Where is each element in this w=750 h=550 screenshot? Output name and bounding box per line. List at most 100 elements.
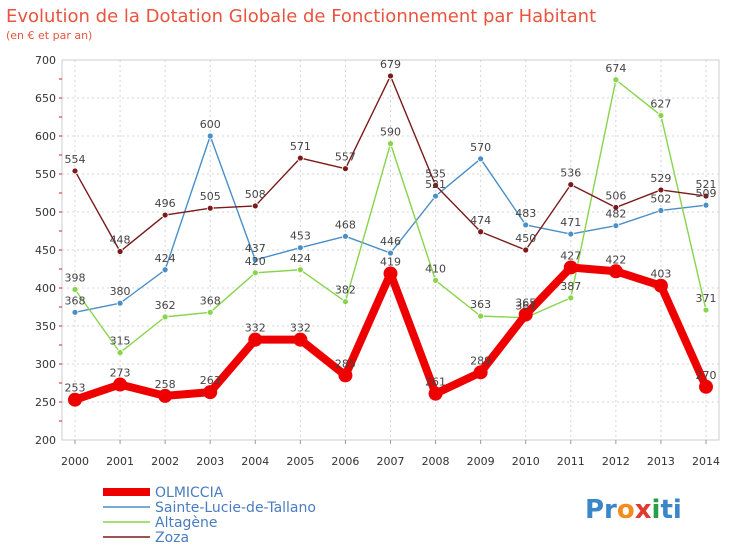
data-point — [699, 379, 713, 394]
x-tick-label: 2008 — [422, 455, 450, 468]
data-label: 448 — [110, 234, 131, 247]
data-label: 380 — [110, 285, 131, 298]
data-label: 263 — [200, 374, 221, 387]
data-point — [338, 368, 353, 383]
data-label: 285 — [335, 357, 356, 370]
data-label: 483 — [515, 207, 536, 220]
data-label: 361 — [515, 300, 536, 313]
data-point — [296, 154, 304, 162]
data-point — [161, 266, 169, 274]
x-tick-label: 2010 — [512, 455, 540, 468]
logo-letter: x — [635, 495, 652, 525]
data-label: 424 — [155, 252, 176, 265]
data-label: 258 — [155, 378, 176, 391]
data-label: 427 — [560, 249, 581, 262]
data-point — [113, 377, 128, 392]
data-label: 403 — [650, 268, 671, 281]
data-label: 365 — [515, 297, 536, 310]
data-point — [116, 248, 124, 255]
data-label: 261 — [425, 376, 446, 389]
x-tick-label: 2006 — [331, 455, 359, 468]
x-tick-label: 2000 — [61, 455, 89, 468]
x-tick-label: 2013 — [647, 455, 675, 468]
data-label: 571 — [290, 140, 311, 153]
data-label: 521 — [425, 178, 446, 191]
data-label: 437 — [245, 242, 266, 255]
y-tick-label: 200 — [35, 434, 56, 447]
data-point — [657, 112, 665, 119]
y-tick-label: 700 — [35, 54, 56, 67]
data-label: 422 — [605, 253, 626, 266]
data-point — [71, 286, 79, 293]
x-tick-label: 2003 — [196, 455, 224, 468]
data-point — [518, 307, 533, 322]
data-label: 509 — [696, 187, 717, 200]
axis-layer: 200 250 300 350 400 450 500 550 600 650 700 2000 200… — [35, 54, 720, 468]
data-point — [158, 388, 173, 403]
y-tick-label: 250 — [35, 396, 56, 409]
data-point — [612, 222, 620, 230]
data-label: 289 — [470, 354, 491, 367]
logo-letter: ti — [660, 495, 681, 525]
data-point — [342, 298, 349, 306]
data-label: 679 — [380, 58, 401, 71]
data-point — [387, 140, 394, 148]
data-label: 362 — [155, 299, 176, 312]
legend-label: Altagène — [155, 515, 218, 531]
label-layer: 253 273 258 263 332 332 285 419 261 289 365 427 422 4… — [65, 58, 717, 395]
data-label: 368 — [200, 294, 221, 307]
data-label: 419 — [380, 256, 401, 269]
data-point — [206, 308, 214, 316]
data-label: 502 — [650, 192, 671, 205]
data-point — [657, 186, 665, 194]
data-point — [432, 192, 439, 200]
data-point — [522, 221, 530, 229]
data-point — [432, 181, 439, 189]
data-point — [432, 276, 439, 284]
data-point — [387, 72, 394, 80]
x-tick-label: 2007 — [377, 455, 405, 468]
y-tick-label: 500 — [35, 206, 56, 219]
data-label: 420 — [245, 255, 266, 268]
data-label: 508 — [245, 188, 266, 201]
data-label: 557 — [335, 151, 356, 164]
data-label: 590 — [380, 126, 401, 139]
data-point — [251, 202, 259, 210]
data-label: 505 — [200, 190, 221, 203]
data-label: 398 — [65, 272, 86, 285]
data-point — [563, 260, 578, 275]
data-point — [612, 76, 620, 84]
data-point — [567, 181, 575, 189]
data-point — [68, 392, 82, 407]
y-tick-label: 400 — [35, 282, 56, 295]
data-label: 535 — [425, 167, 446, 180]
logo-letter: o — [617, 495, 635, 525]
data-point — [612, 204, 620, 211]
data-label: 382 — [335, 284, 356, 297]
chart-subtitle: (en € et par an) — [6, 29, 92, 42]
data-point — [161, 313, 169, 321]
data-point — [657, 207, 665, 214]
data-label: 600 — [200, 118, 221, 131]
data-point — [428, 386, 443, 401]
data-label: 270 — [696, 369, 717, 382]
data-label: 674 — [605, 62, 626, 75]
data-label: 253 — [65, 382, 86, 395]
data-point — [296, 266, 304, 274]
data-label: 410 — [425, 262, 446, 275]
data-label: 627 — [650, 97, 671, 110]
y-tick-label: 450 — [35, 244, 56, 257]
logo-letter: i — [652, 495, 661, 525]
data-label: 482 — [605, 208, 626, 221]
data-label: 315 — [110, 335, 131, 348]
data-point — [161, 211, 169, 219]
proxiti-logo: Proxiti — [585, 495, 682, 525]
data-point — [653, 278, 668, 293]
data-label: 570 — [470, 141, 491, 154]
data-label: 387 — [560, 280, 581, 293]
series-layer — [68, 72, 713, 407]
legend: OLMICCIASainte-Lucie-de-TallanoAltagèneZ… — [103, 485, 316, 546]
data-label: 332 — [245, 322, 266, 335]
